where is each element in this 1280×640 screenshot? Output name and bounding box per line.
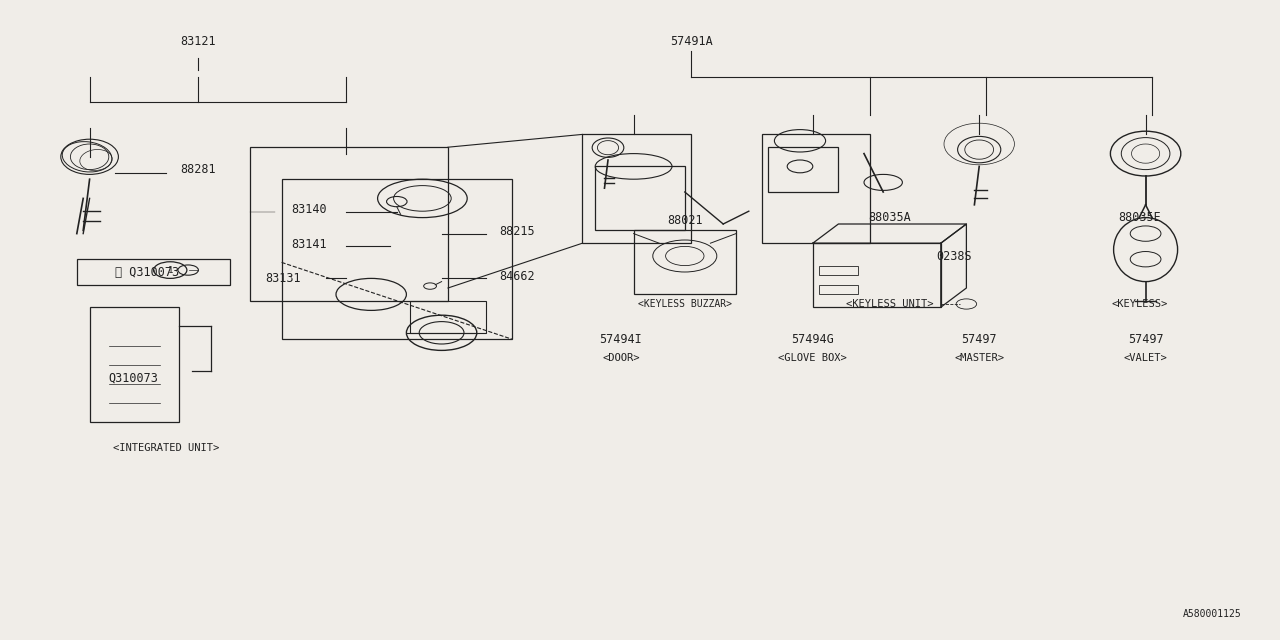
- Text: 1: 1: [168, 266, 173, 275]
- Text: 57494G: 57494G: [791, 333, 835, 346]
- Text: 88021: 88021: [667, 214, 703, 227]
- Text: Q310073: Q310073: [109, 371, 159, 384]
- Text: 88035A: 88035A: [868, 211, 911, 224]
- Text: <KEYLESS>: <KEYLESS>: [1111, 299, 1167, 309]
- Text: 84662: 84662: [499, 270, 535, 283]
- Text: 83140: 83140: [291, 204, 326, 216]
- Bar: [410, 301, 486, 333]
- Bar: [250, 147, 448, 301]
- Text: 88035E: 88035E: [1117, 211, 1161, 224]
- Text: <DOOR>: <DOOR>: [602, 353, 640, 364]
- Text: <KEYLESS UNIT>: <KEYLESS UNIT>: [846, 299, 933, 309]
- Text: 57497: 57497: [961, 333, 997, 346]
- Text: <INTEGRATED UNIT>: <INTEGRATED UNIT>: [113, 443, 220, 453]
- Text: 88215: 88215: [499, 225, 535, 238]
- Bar: [77, 259, 230, 285]
- Text: 88281: 88281: [180, 163, 216, 176]
- Bar: [768, 147, 838, 192]
- Text: 57491A: 57491A: [669, 35, 713, 48]
- Text: <MASTER>: <MASTER>: [954, 353, 1005, 364]
- Bar: [813, 243, 941, 307]
- Text: 83131: 83131: [265, 272, 301, 285]
- Text: 57494I: 57494I: [599, 333, 643, 346]
- Text: 83121: 83121: [180, 35, 216, 48]
- Text: <GLOVE BOX>: <GLOVE BOX>: [778, 353, 847, 364]
- Text: A580001125: A580001125: [1183, 609, 1242, 620]
- Text: 83141: 83141: [291, 238, 326, 251]
- Text: <VALET>: <VALET>: [1124, 353, 1167, 364]
- Bar: [90, 307, 179, 422]
- Bar: [819, 266, 858, 275]
- Bar: [282, 179, 512, 339]
- Text: <KEYLESS BUZZAR>: <KEYLESS BUZZAR>: [637, 299, 732, 309]
- Bar: [634, 230, 736, 294]
- Text: ① Q310073: ① Q310073: [115, 266, 179, 278]
- Text: 57497: 57497: [1128, 333, 1164, 346]
- Bar: [595, 166, 685, 230]
- Text: 0238S: 0238S: [936, 250, 972, 262]
- Bar: [582, 134, 691, 243]
- Bar: [762, 134, 870, 243]
- Bar: [819, 285, 858, 294]
